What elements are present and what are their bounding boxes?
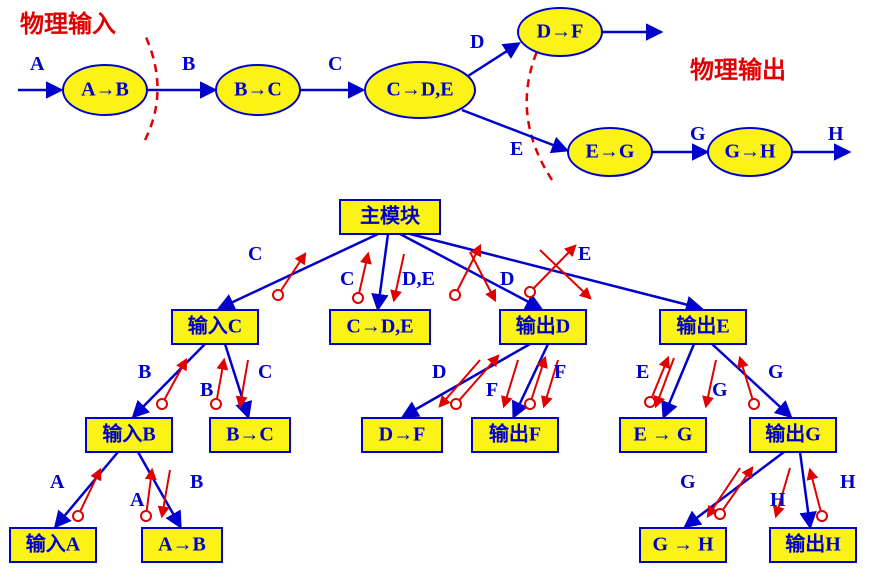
dataflow-lollipop — [278, 254, 305, 295]
dataflow-arrow — [240, 360, 248, 406]
dataflow-label: D — [432, 361, 446, 383]
dataflow-label: E — [578, 243, 591, 265]
module-outF-label: 输出F — [489, 422, 541, 446]
transform-CDE-label: C→D,E — [386, 79, 453, 101]
physical-input-label: 物理输入 — [20, 10, 116, 38]
module-inC-label: 输入C — [188, 314, 242, 338]
dataflow-source-icon — [450, 290, 460, 300]
module-EGb-label: E → G — [634, 424, 693, 446]
dataflow-label: H — [770, 489, 786, 511]
dataflow-label: B — [190, 471, 203, 493]
module-ABb-label: A→B — [158, 534, 206, 556]
physical-output-label: 物理输出 — [690, 56, 786, 84]
edge-label: H — [828, 123, 844, 145]
tree-edge — [378, 234, 388, 308]
module-BCb-label: B→C — [226, 424, 274, 446]
edge-label: E — [510, 138, 523, 160]
dataflow-source-icon — [273, 290, 283, 300]
tree-edge — [800, 452, 810, 526]
dataflow-arrow — [504, 360, 518, 406]
dataflow-source-icon — [451, 399, 461, 409]
transform-BC-label: B→C — [234, 79, 282, 101]
transform-DF-label: D→F — [537, 21, 584, 43]
edge-label: C — [328, 53, 342, 75]
dataflow-label: F — [486, 379, 498, 401]
transform-AB-label: A→B — [81, 79, 129, 101]
dataflow-label: D,E — [402, 268, 435, 290]
module-inB-label: 输入B — [102, 422, 155, 446]
dataflow-lollipop — [810, 470, 822, 516]
dataflow-lollipop — [162, 360, 186, 404]
dataflow-source-icon — [141, 511, 151, 521]
tree-edge — [664, 344, 694, 416]
dataflow-label: A — [50, 471, 65, 493]
dataflow-lollipop — [78, 470, 100, 516]
module-outE-label: 输出E — [676, 314, 729, 338]
dataflow-label: C — [340, 268, 354, 290]
edge-label: D — [470, 31, 484, 53]
transform-EG-label: E→G — [586, 141, 635, 163]
dataflow-source-icon — [73, 511, 83, 521]
module-outD-label: 输出D — [516, 314, 570, 338]
dataflow-source-icon — [715, 509, 725, 519]
dataflow-label: G — [680, 471, 696, 493]
module-outG-label: 输出G — [765, 422, 821, 446]
module-outH-label: 输出H — [785, 532, 841, 556]
dataflow-label: C — [248, 243, 262, 265]
transform-GH-label: G→H — [724, 141, 776, 163]
dataflow-source-icon — [353, 293, 363, 303]
dataflow-label: C — [258, 361, 272, 383]
dataflow-lollipop — [216, 360, 224, 404]
dataflow-label: D — [500, 268, 514, 290]
diagram-canvas: A→B B→C C→D,E D→F E→G G→H 主模块输入C C→D,E 输出D 输出E 输入… — [0, 0, 882, 585]
dataflow-label: G — [712, 379, 728, 401]
tree-edge — [56, 452, 118, 526]
edge-label: A — [30, 53, 45, 75]
dataflow-source-icon — [817, 511, 827, 521]
module-inA-label: 输入A — [26, 532, 81, 556]
module-main-label: 主模块 — [360, 204, 421, 228]
dataflow-source-icon — [749, 399, 759, 409]
edge-label: B — [182, 53, 195, 75]
dataflow-lollipop — [146, 470, 152, 516]
dataflow-label: G — [768, 361, 784, 383]
dataflow-lollipop — [455, 246, 480, 295]
dataflow-lollipop — [530, 246, 575, 292]
dataflow-source-icon — [645, 397, 655, 407]
dataflow-source-icon — [157, 399, 167, 409]
dataflow-label: B — [138, 361, 151, 383]
dataflow-label: A — [130, 489, 145, 511]
dataflow-label: H — [840, 471, 856, 493]
dataflow-lollipop — [358, 254, 368, 298]
module-GHb-label: G → H — [652, 534, 714, 556]
dataflow-arrow — [162, 470, 170, 516]
module-CDEb-label: C→D,E — [346, 316, 413, 338]
edge-label: G — [690, 123, 706, 145]
dataflow-source-icon — [525, 399, 535, 409]
dataflow-source-icon — [525, 287, 535, 297]
dataflow-label: B — [200, 379, 213, 401]
module-DFb-label: D→F — [379, 424, 426, 446]
dataflow-label: F — [554, 361, 566, 383]
dataflow-label: E — [636, 361, 649, 383]
